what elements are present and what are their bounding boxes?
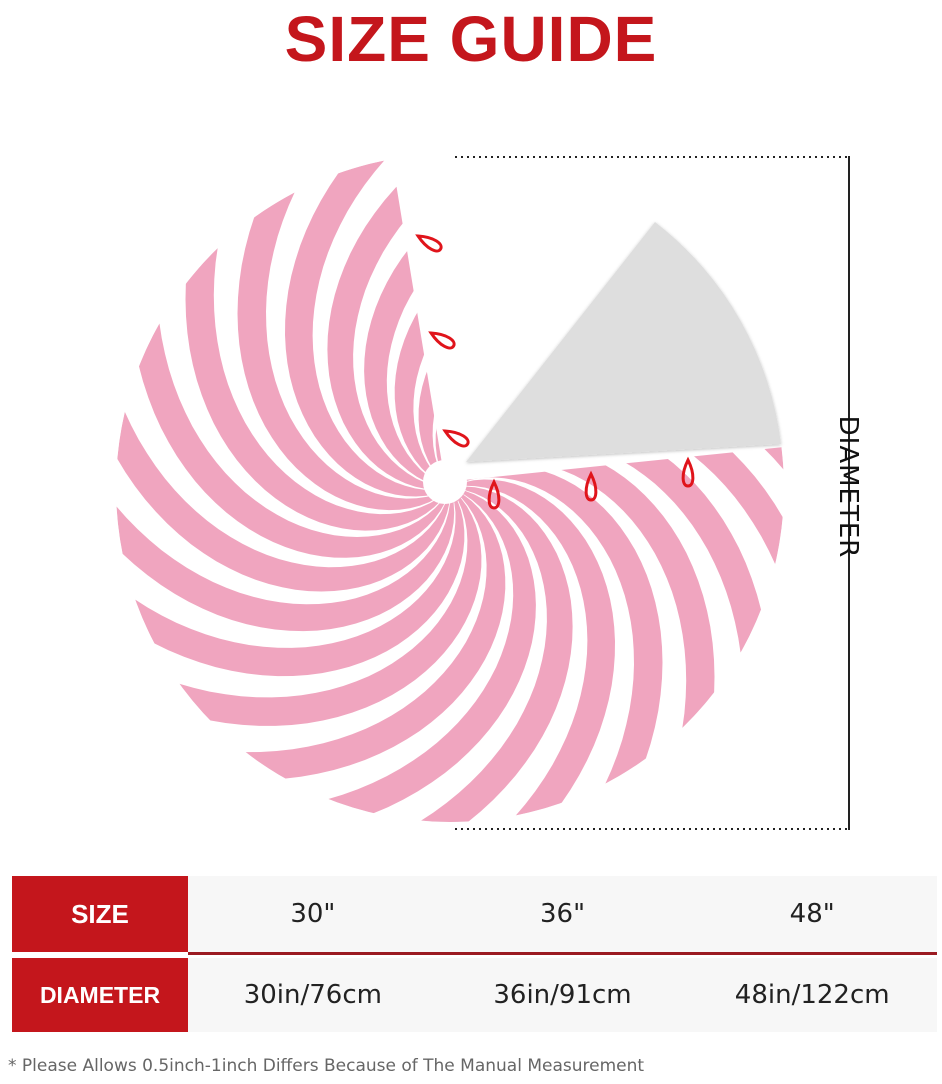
diameter-label: DIAMETER [833, 415, 863, 559]
size-cell: 36" [539, 899, 586, 929]
tree-skirt-illustration [116, 156, 850, 830]
size-row: SIZE 30" 36" 48" [12, 876, 937, 952]
white-stripe [458, 439, 744, 730]
size-header: SIZE [12, 876, 188, 952]
white-stripe [156, 246, 442, 537]
page-title: SIZE GUIDE [284, 3, 658, 75]
row-divider [188, 952, 937, 955]
white-stripe [116, 425, 451, 605]
tie-loop-icon [487, 478, 501, 510]
white-stripe [312, 159, 462, 491]
white-stripe [116, 329, 446, 568]
center-hole [423, 460, 467, 504]
size-cell: 30" [290, 899, 336, 929]
diameter-cell: 30in/76cm [243, 980, 382, 1010]
tie-loop-icon [415, 234, 443, 253]
white-stripe [338, 490, 547, 822]
size-cell: 48" [789, 899, 835, 929]
tie-loop-icon [584, 470, 598, 502]
tie-loop-icon [681, 456, 695, 488]
skirt-lining [466, 222, 781, 462]
white-stripe [174, 497, 487, 753]
tie-loops [415, 234, 695, 510]
diameter-header: DIAMETER [12, 958, 188, 1032]
diameter-cell: 48in/122cm [734, 980, 890, 1010]
tie-loop-icon [428, 331, 456, 350]
diameter-row: DIAMETER 30in/76cm 36in/91cm 48in/122cm [12, 958, 937, 1032]
white-stripe [248, 494, 514, 807]
tie-loop-icon [442, 429, 470, 448]
white-stripe [438, 485, 588, 822]
size-table: SIZE 30" 36" 48" DIAMETER 30in/76cm 36in… [12, 876, 937, 1032]
white-stripe [116, 502, 456, 648]
white-stripe [454, 408, 785, 647]
measurement-lines [455, 156, 850, 830]
diameter-cell: 36in/91cm [493, 980, 632, 1010]
measurement-note: * Please Allows 0.5inch-1inch Differs Be… [8, 1056, 645, 1076]
